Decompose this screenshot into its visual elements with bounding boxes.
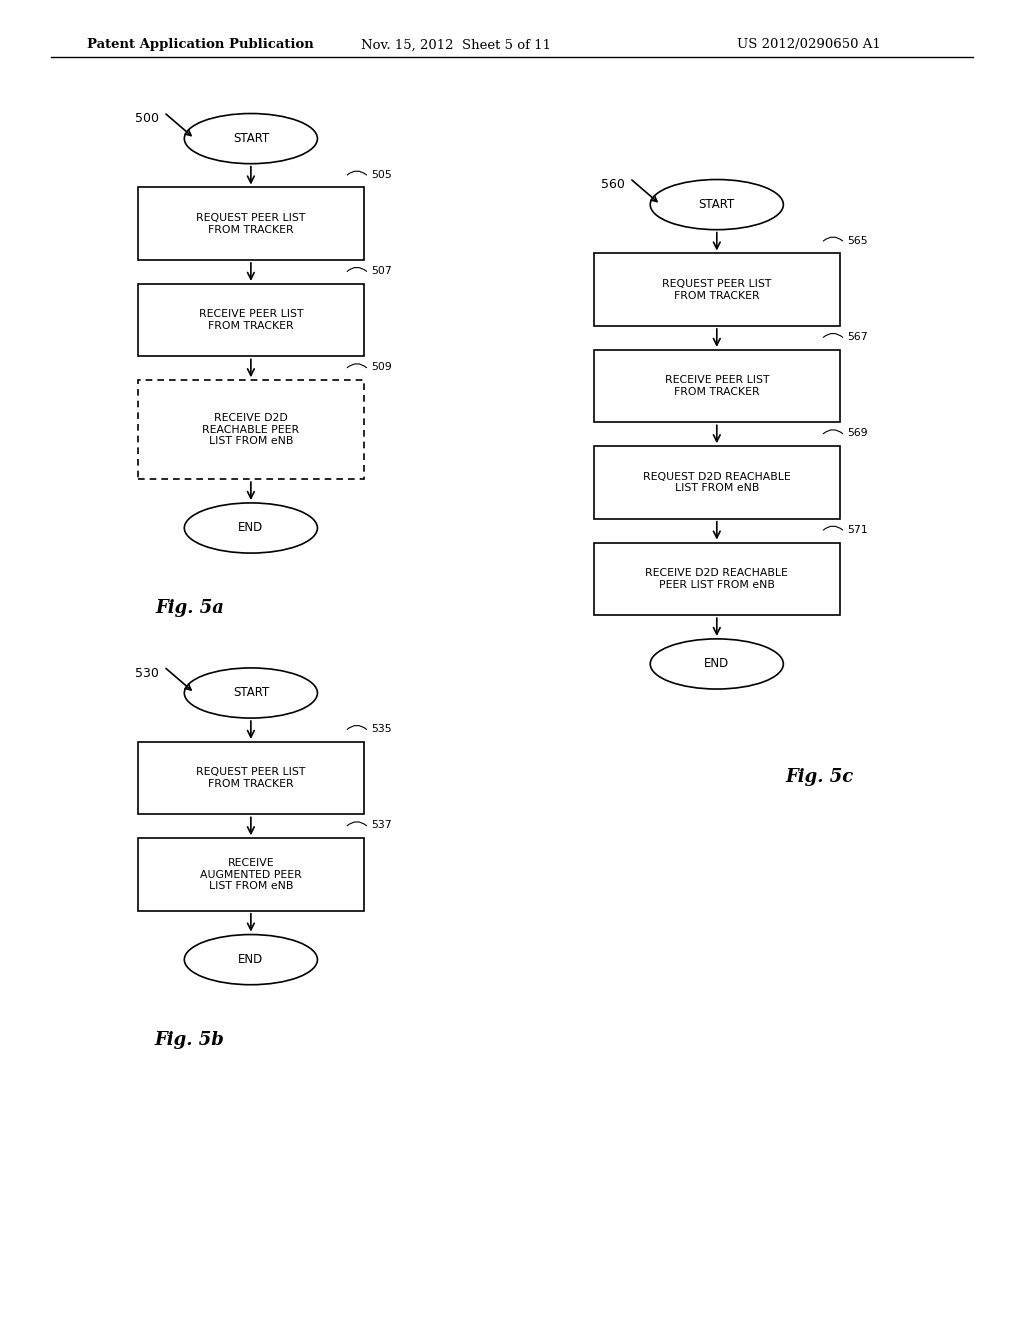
Text: 565: 565 — [847, 235, 867, 246]
Text: RECEIVE PEER LIST
FROM TRACKER: RECEIVE PEER LIST FROM TRACKER — [199, 309, 303, 331]
Text: 560: 560 — [601, 178, 625, 191]
Text: 567: 567 — [847, 331, 867, 342]
Bar — [594, 350, 840, 422]
Bar — [138, 838, 364, 911]
Text: END: END — [239, 953, 263, 966]
Text: Fig. 5c: Fig. 5c — [785, 768, 853, 787]
Text: 509: 509 — [371, 362, 391, 372]
Text: Fig. 5b: Fig. 5b — [155, 1031, 224, 1049]
Text: START: START — [232, 132, 269, 145]
Text: US 2012/0290650 A1: US 2012/0290650 A1 — [737, 38, 881, 51]
Text: RECEIVE PEER LIST
FROM TRACKER: RECEIVE PEER LIST FROM TRACKER — [665, 375, 769, 397]
Text: REQUEST D2D REACHABLE
LIST FROM eNB: REQUEST D2D REACHABLE LIST FROM eNB — [643, 471, 791, 494]
Text: 537: 537 — [371, 820, 391, 830]
Text: 535: 535 — [371, 723, 391, 734]
Text: START: START — [232, 686, 269, 700]
Text: RECEIVE
AUGMENTED PEER
LIST FROM eNB: RECEIVE AUGMENTED PEER LIST FROM eNB — [200, 858, 302, 891]
Bar — [594, 446, 840, 519]
Bar — [594, 543, 840, 615]
Text: 500: 500 — [135, 112, 159, 125]
Text: 505: 505 — [371, 169, 391, 180]
Text: Fig. 5a: Fig. 5a — [155, 599, 224, 618]
Text: RECEIVE D2D
REACHABLE PEER
LIST FROM eNB: RECEIVE D2D REACHABLE PEER LIST FROM eNB — [203, 413, 299, 446]
Text: 571: 571 — [847, 524, 867, 535]
Bar — [138, 284, 364, 356]
Text: START: START — [698, 198, 735, 211]
Bar — [138, 187, 364, 260]
Bar — [138, 742, 364, 814]
Text: 569: 569 — [847, 428, 867, 438]
Text: REQUEST PEER LIST
FROM TRACKER: REQUEST PEER LIST FROM TRACKER — [663, 279, 771, 301]
Bar — [594, 253, 840, 326]
Bar — [138, 380, 364, 479]
Text: RECEIVE D2D REACHABLE
PEER LIST FROM eNB: RECEIVE D2D REACHABLE PEER LIST FROM eNB — [645, 568, 788, 590]
Text: Patent Application Publication: Patent Application Publication — [87, 38, 313, 51]
Text: Nov. 15, 2012  Sheet 5 of 11: Nov. 15, 2012 Sheet 5 of 11 — [360, 38, 551, 51]
Text: END: END — [705, 657, 729, 671]
Text: REQUEST PEER LIST
FROM TRACKER: REQUEST PEER LIST FROM TRACKER — [197, 213, 305, 235]
Text: REQUEST PEER LIST
FROM TRACKER: REQUEST PEER LIST FROM TRACKER — [197, 767, 305, 789]
Text: END: END — [239, 521, 263, 535]
Text: 530: 530 — [135, 667, 159, 680]
Text: 507: 507 — [371, 265, 391, 276]
